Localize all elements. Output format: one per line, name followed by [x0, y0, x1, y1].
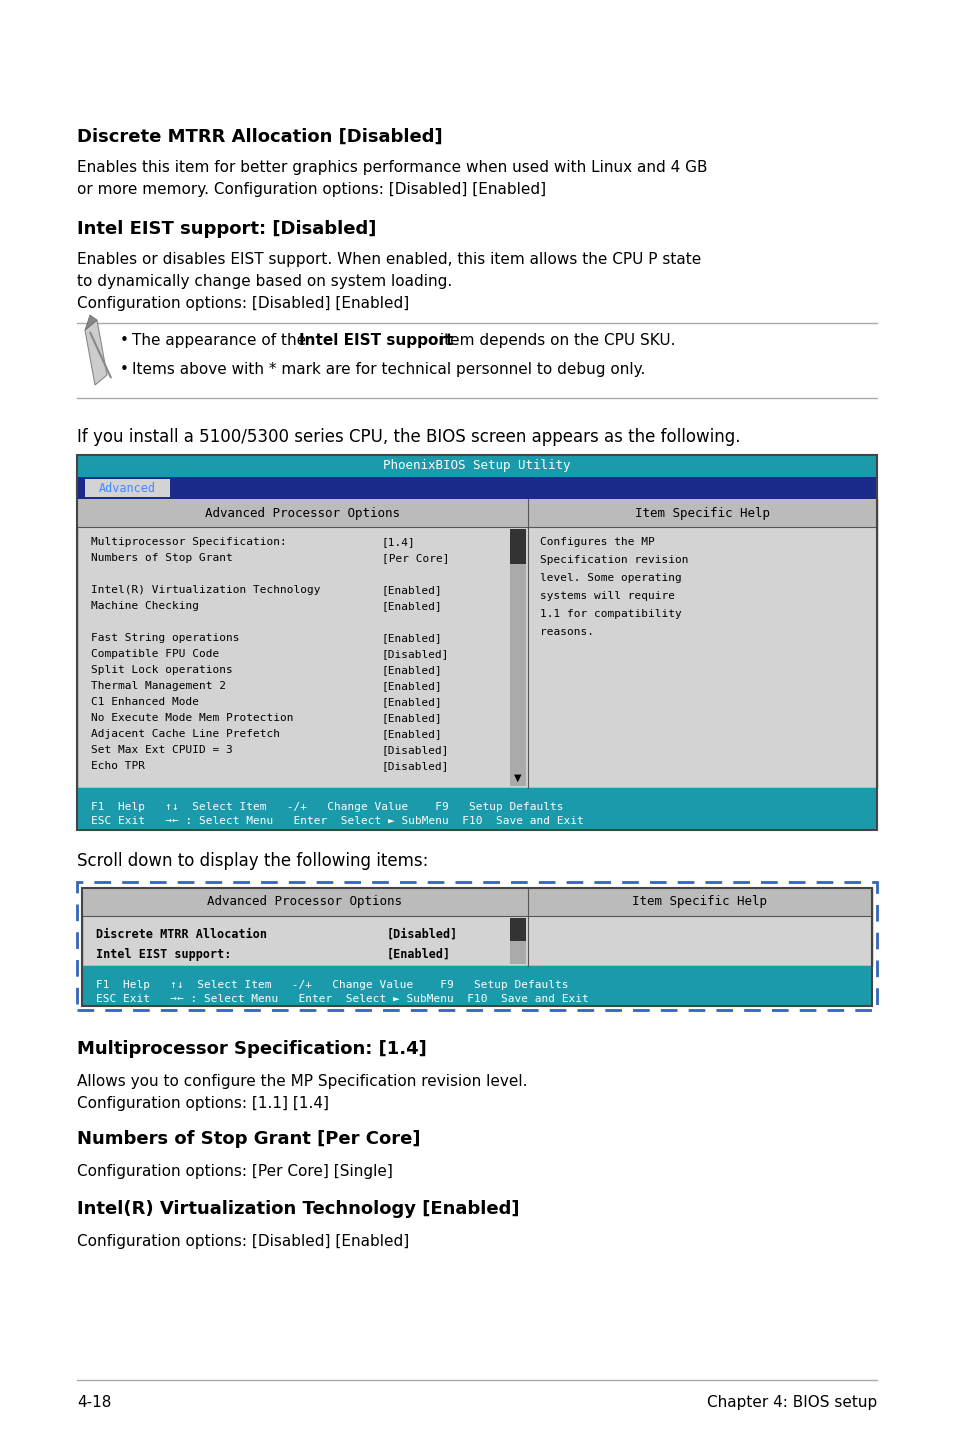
Text: to dynamically change based on system loading.: to dynamically change based on system lo…: [77, 275, 452, 289]
Text: Intel EIST support: [Disabled]: Intel EIST support: [Disabled]: [77, 220, 376, 239]
Text: [Per Core]: [Per Core]: [381, 554, 449, 564]
Text: item depends on the CPU SKU.: item depends on the CPU SKU.: [435, 334, 675, 348]
Text: ESC Exit   →← : Select Menu   Enter  Select ► SubMenu  F10  Save and Exit: ESC Exit →← : Select Menu Enter Select ►…: [96, 994, 588, 1004]
Text: Split Lock operations: Split Lock operations: [91, 664, 233, 674]
Text: Numbers of Stop Grant: Numbers of Stop Grant: [91, 554, 233, 564]
Text: Discrete MTRR Allocation [Disabled]: Discrete MTRR Allocation [Disabled]: [77, 128, 442, 147]
Text: [Enabled]: [Enabled]: [387, 948, 451, 961]
Text: [1.4]: [1.4]: [381, 536, 416, 546]
Bar: [82, 966, 871, 1007]
Text: If you install a 5100/5300 series CPU, the BIOS screen appears as the following.: If you install a 5100/5300 series CPU, t…: [77, 429, 740, 446]
Text: Allows you to configure the MP Specification revision level.: Allows you to configure the MP Specifica…: [77, 1074, 527, 1089]
Text: Advanced Processor Options: Advanced Processor Options: [208, 896, 402, 909]
Text: [Enabled]: [Enabled]: [381, 729, 442, 739]
Text: Enables this item for better graphics performance when used with Linux and 4 GB: Enables this item for better graphics pe…: [77, 160, 707, 175]
Bar: [82, 889, 871, 916]
Bar: [77, 788, 876, 830]
Text: reasons.: reasons.: [539, 627, 594, 637]
Text: No Execute Mode Mem Protection: No Execute Mode Mem Protection: [91, 713, 294, 723]
Bar: [85, 479, 170, 498]
Text: F1  Help   ↑↓  Select Item   -/+   Change Value    F9   Setup Defaults: F1 Help ↑↓ Select Item -/+ Change Value …: [96, 981, 568, 989]
Text: Multiprocessor Specification:: Multiprocessor Specification:: [91, 536, 287, 546]
Text: Multiprocessor Specification: [1.4]: Multiprocessor Specification: [1.4]: [77, 1040, 426, 1058]
Text: C1 Enhanced Mode: C1 Enhanced Mode: [91, 697, 199, 707]
Text: ▼: ▼: [514, 774, 521, 784]
Text: Advanced Processor Options: Advanced Processor Options: [205, 506, 399, 519]
Text: Echo TPR: Echo TPR: [91, 761, 145, 771]
Text: [Enabled]: [Enabled]: [381, 713, 442, 723]
Text: [Enabled]: [Enabled]: [381, 682, 442, 692]
Text: Thermal Management 2: Thermal Management 2: [91, 682, 226, 692]
Bar: [77, 454, 876, 477]
Text: [Disabled]: [Disabled]: [387, 928, 457, 940]
Text: 1.1 for compatibility: 1.1 for compatibility: [539, 610, 681, 618]
Polygon shape: [85, 321, 107, 385]
Text: Intel EIST support: Intel EIST support: [298, 334, 453, 348]
Text: Intel EIST support:: Intel EIST support:: [96, 948, 232, 961]
Text: [Disabled]: [Disabled]: [381, 649, 449, 659]
Text: Fast String operations: Fast String operations: [91, 633, 239, 643]
Text: Enables or disables EIST support. When enabled, this item allows the CPU P state: Enables or disables EIST support. When e…: [77, 252, 700, 267]
Text: [Enabled]: [Enabled]: [381, 585, 442, 595]
Text: •: •: [120, 334, 129, 348]
Polygon shape: [85, 315, 97, 329]
Text: [Enabled]: [Enabled]: [381, 633, 442, 643]
Text: systems will require: systems will require: [539, 591, 675, 601]
Bar: [510, 917, 525, 963]
Text: level. Some operating: level. Some operating: [539, 572, 681, 582]
Text: 4-18: 4-18: [77, 1395, 112, 1411]
Text: Set Max Ext CPUID = 3: Set Max Ext CPUID = 3: [91, 745, 233, 755]
Text: ESC Exit   →← : Select Menu   Enter  Select ► SubMenu  F10  Save and Exit: ESC Exit →← : Select Menu Enter Select ►…: [91, 815, 583, 825]
Bar: [77, 499, 876, 788]
Text: Configures the MP: Configures the MP: [539, 536, 654, 546]
Text: Item Specific Help: Item Specific Help: [635, 506, 769, 519]
Text: or more memory. Configuration options: [Disabled] [Enabled]: or more memory. Configuration options: […: [77, 183, 545, 197]
Text: Specification revision: Specification revision: [539, 555, 688, 565]
Text: Scroll down to display the following items:: Scroll down to display the following ite…: [77, 851, 428, 870]
Text: Numbers of Stop Grant [Per Core]: Numbers of Stop Grant [Per Core]: [77, 1130, 420, 1148]
Bar: [510, 529, 525, 564]
Text: •: •: [120, 362, 129, 377]
Text: Items above with * mark are for technical personnel to debug only.: Items above with * mark are for technica…: [132, 362, 644, 377]
Text: Intel(R) Virtualization Technology: Intel(R) Virtualization Technology: [91, 585, 320, 595]
Bar: [82, 889, 871, 1007]
Bar: [510, 917, 525, 940]
Text: Machine Checking: Machine Checking: [91, 601, 199, 611]
Text: [Enabled]: [Enabled]: [381, 664, 442, 674]
Text: Configuration options: [Disabled] [Enabled]: Configuration options: [Disabled] [Enabl…: [77, 1234, 409, 1250]
Text: [Enabled]: [Enabled]: [381, 697, 442, 707]
Text: F1  Help   ↑↓  Select Item   -/+   Change Value    F9   Setup Defaults: F1 Help ↑↓ Select Item -/+ Change Value …: [91, 802, 563, 812]
Text: Compatible FPU Code: Compatible FPU Code: [91, 649, 219, 659]
Text: [Enabled]: [Enabled]: [381, 601, 442, 611]
Text: Intel(R) Virtualization Technology [Enabled]: Intel(R) Virtualization Technology [Enab…: [77, 1199, 519, 1218]
Text: [Disabled]: [Disabled]: [381, 745, 449, 755]
Bar: [77, 499, 876, 526]
Text: Item Specific Help: Item Specific Help: [632, 896, 767, 909]
Bar: [82, 889, 871, 966]
Text: Advanced: Advanced: [99, 482, 156, 495]
Bar: [77, 477, 876, 499]
Bar: [77, 881, 876, 1009]
Text: Discrete MTRR Allocation: Discrete MTRR Allocation: [96, 928, 267, 940]
Text: Configuration options: [Disabled] [Enabled]: Configuration options: [Disabled] [Enabl…: [77, 296, 409, 311]
Text: Configuration options: [Per Core] [Single]: Configuration options: [Per Core] [Singl…: [77, 1163, 393, 1179]
Bar: [510, 529, 525, 787]
Text: Configuration options: [1.1] [1.4]: Configuration options: [1.1] [1.4]: [77, 1096, 329, 1112]
Text: [Disabled]: [Disabled]: [381, 761, 449, 771]
Text: The appearance of the: The appearance of the: [132, 334, 311, 348]
Bar: [77, 454, 876, 830]
Text: PhoenixBIOS Setup Utility: PhoenixBIOS Setup Utility: [383, 460, 570, 473]
Text: Adjacent Cache Line Prefetch: Adjacent Cache Line Prefetch: [91, 729, 280, 739]
Text: Chapter 4: BIOS setup: Chapter 4: BIOS setup: [706, 1395, 876, 1411]
